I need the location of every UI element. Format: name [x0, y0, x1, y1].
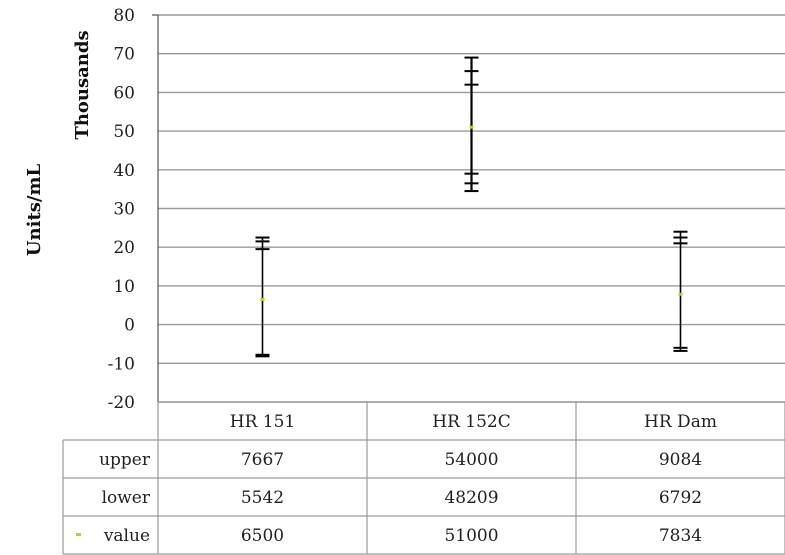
y-axis-label: Units/mL [24, 163, 45, 256]
error-bars [255, 56, 688, 358]
y-tick-label: 80 [113, 6, 135, 26]
table-cell: 6500 [241, 526, 284, 546]
row-label-lower: lower [102, 488, 151, 508]
table-cell: 6792 [659, 488, 702, 508]
y-tick-label: -20 [108, 393, 135, 413]
y-tick-label: 0 [124, 316, 135, 336]
table-cell: 5542 [241, 488, 284, 508]
table-cell: 48209 [444, 488, 498, 508]
value-marker [260, 297, 265, 301]
gridlines [152, 14, 785, 403]
row-label-upper: upper [99, 450, 151, 470]
row-label-value: value [103, 526, 150, 546]
y-tick-label: 60 [113, 83, 135, 103]
table-cell: 7834 [659, 526, 702, 546]
table-cell: 9084 [659, 450, 702, 470]
y-tick-label: 10 [113, 277, 135, 297]
table-cell: 51000 [444, 526, 498, 546]
table-cell: 54000 [444, 450, 498, 470]
y-axis-unit: Thousands [72, 30, 93, 139]
y-tick-label: 30 [113, 200, 135, 220]
category-label: HR 151 [230, 412, 295, 432]
y-tick-labels: 80 70 60 50 40 30 20 10 0 -10 -20 [108, 6, 135, 413]
legend-key-value [76, 533, 81, 536]
y-tick-label: 20 [113, 238, 135, 258]
table-cell: 7667 [241, 450, 284, 470]
category-label: HR Dam [644, 412, 717, 432]
data-table: HR 151 HR 152C HR Dam upper 7667 54000 9084 low… [62, 401, 785, 555]
value-marker [469, 125, 474, 129]
y-tick-label: -10 [108, 354, 135, 374]
y-tick-label: 40 [113, 161, 135, 181]
y-tick-label: 70 [113, 45, 135, 65]
value-marker [678, 292, 683, 296]
y-tick-label: 50 [113, 122, 135, 142]
category-label: HR 152C [432, 412, 510, 432]
